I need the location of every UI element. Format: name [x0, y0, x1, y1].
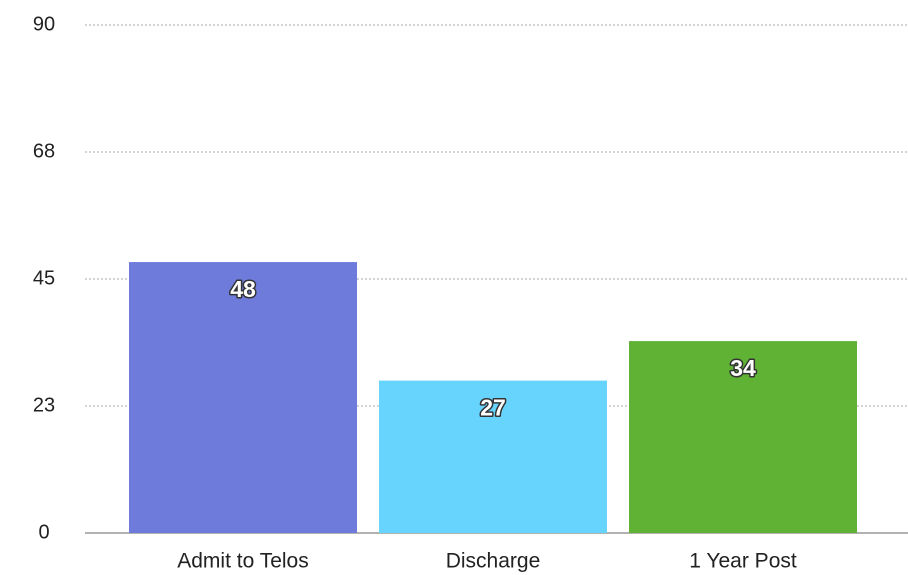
data-label: 34 [730, 355, 756, 381]
bar [629, 341, 857, 533]
data-label: 27 [480, 395, 506, 421]
bar [379, 380, 607, 533]
y-tick-label: 68 [33, 140, 55, 162]
y-tick-label: 45 [33, 267, 55, 289]
data-label: 48 [230, 276, 256, 302]
x-tick-label: 1 Year Post [689, 550, 797, 573]
bar [129, 262, 357, 533]
y-tick-label: 90 [33, 13, 55, 35]
y-tick-label: 23 [33, 394, 55, 416]
x-tick-label: Admit to Telos [177, 550, 309, 573]
x-tick-label: Discharge [446, 550, 541, 573]
y-tick-label: 0 [38, 521, 49, 543]
